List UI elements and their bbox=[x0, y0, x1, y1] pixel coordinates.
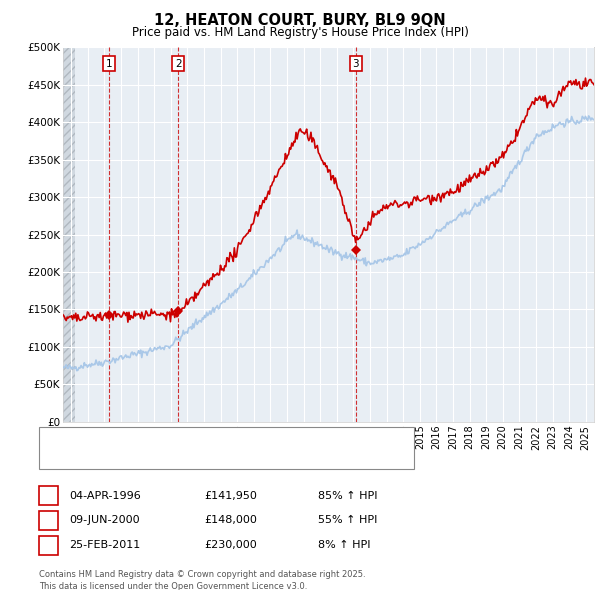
Text: 1: 1 bbox=[45, 491, 52, 500]
Text: 09-JUN-2000: 09-JUN-2000 bbox=[69, 516, 140, 525]
Text: £141,950: £141,950 bbox=[204, 491, 257, 500]
Text: 04-APR-1996: 04-APR-1996 bbox=[69, 491, 141, 500]
Bar bbox=[63, 47, 74, 422]
Text: 2: 2 bbox=[175, 58, 181, 68]
Text: 85% ↑ HPI: 85% ↑ HPI bbox=[318, 491, 377, 500]
Text: 12, HEATON COURT, BURY, BL9 9QN (detached house): 12, HEATON COURT, BURY, BL9 9QN (detache… bbox=[77, 434, 359, 444]
Text: HPI: Average price, detached house, Bury: HPI: Average price, detached house, Bury bbox=[77, 452, 294, 462]
Text: Price paid vs. HM Land Registry's House Price Index (HPI): Price paid vs. HM Land Registry's House … bbox=[131, 26, 469, 39]
Text: 8% ↑ HPI: 8% ↑ HPI bbox=[318, 540, 371, 550]
Text: Contains HM Land Registry data © Crown copyright and database right 2025.
This d: Contains HM Land Registry data © Crown c… bbox=[39, 570, 365, 590]
Text: 55% ↑ HPI: 55% ↑ HPI bbox=[318, 516, 377, 525]
Text: 2: 2 bbox=[45, 516, 52, 525]
Text: 1: 1 bbox=[106, 58, 112, 68]
Text: 3: 3 bbox=[45, 540, 52, 550]
Text: 3: 3 bbox=[353, 58, 359, 68]
Text: £148,000: £148,000 bbox=[204, 516, 257, 525]
Text: 12, HEATON COURT, BURY, BL9 9QN: 12, HEATON COURT, BURY, BL9 9QN bbox=[154, 13, 446, 28]
Text: 25-FEB-2011: 25-FEB-2011 bbox=[69, 540, 140, 550]
Text: £230,000: £230,000 bbox=[204, 540, 257, 550]
